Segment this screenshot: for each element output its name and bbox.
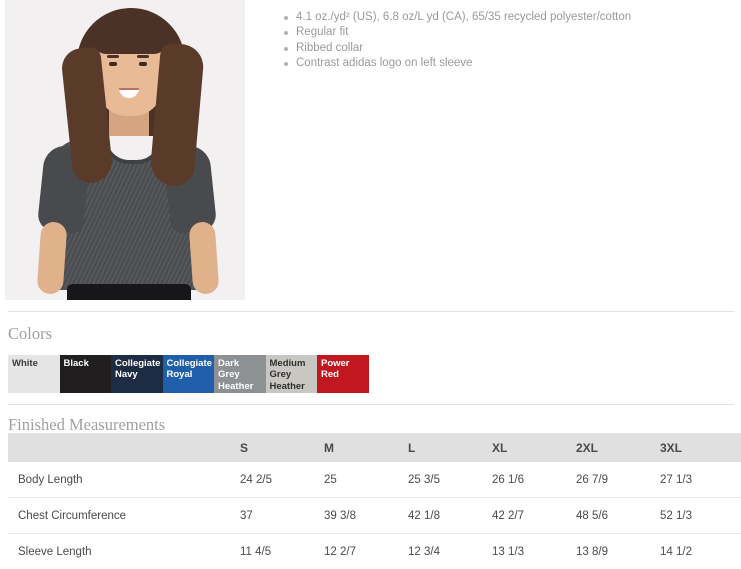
- feature-text: Contrast adidas logo on left sleeve: [296, 57, 472, 69]
- model-arm-left: [37, 221, 68, 295]
- color-swatch-row: White Black Collegiate Navy Collegiate Roya…: [8, 355, 369, 393]
- product-image[interactable]: [5, 0, 245, 300]
- table-col-header-size: M: [324, 433, 408, 462]
- colors-section-divider: [8, 311, 734, 312]
- feature-text: Ribbed collar: [296, 42, 363, 54]
- bullet-icon: [284, 31, 288, 35]
- measurement-value: 42 2/7: [492, 498, 576, 534]
- model-eyebrow-left: [107, 55, 119, 58]
- measurement-value: 27 1/3: [660, 462, 741, 498]
- color-swatch[interactable]: Black: [60, 355, 112, 393]
- color-swatch[interactable]: Collegiate Navy: [111, 355, 163, 393]
- measurement-value: 39 3/8: [324, 498, 408, 534]
- color-swatch-label: Medium Grey Heather: [270, 358, 306, 392]
- table-col-header-blank: [8, 433, 240, 462]
- measurement-row-label: Chest Circumference: [8, 498, 240, 534]
- table-col-header-size: S: [240, 433, 324, 462]
- measurement-value: 25: [324, 462, 408, 498]
- model-pants: [67, 284, 191, 300]
- measurement-value: 26 1/6: [492, 462, 576, 498]
- color-swatch[interactable]: Collegiate Royal: [163, 355, 215, 393]
- measurement-value: 48 5/6: [576, 498, 660, 534]
- color-swatch-label: Black: [64, 358, 89, 369]
- measurement-value: 25 3/5: [408, 462, 492, 498]
- measurement-value: 42 1/8: [408, 498, 492, 534]
- table-col-header-size: L: [408, 433, 492, 462]
- model-eye-left: [109, 62, 117, 66]
- color-swatch[interactable]: Power Red: [317, 355, 369, 393]
- table-col-header-size: XL: [492, 433, 576, 462]
- color-swatch-label: Power Red: [321, 358, 350, 380]
- measurement-value: 37: [240, 498, 324, 534]
- feature-text: 4.1 oz./yd² (US), 6.8 oz/L yd (CA), 65/3…: [296, 11, 631, 23]
- color-swatch[interactable]: Medium Grey Heather: [266, 355, 318, 393]
- table-col-header-size: 3XL: [660, 433, 741, 462]
- color-swatch-label: Collegiate Navy: [115, 358, 160, 380]
- measurement-value: 26 7/9: [576, 462, 660, 498]
- measurement-row-label: Body Length: [8, 462, 240, 498]
- table-col-header-size: 2XL: [576, 433, 660, 462]
- measurement-value: 52 1/3: [660, 498, 741, 534]
- model-eyebrow-right: [137, 55, 149, 58]
- measurements-heading: Finished Measurements: [8, 415, 165, 435]
- feature-item: Regular fit: [283, 25, 733, 40]
- color-swatch-label: Collegiate Royal: [167, 358, 212, 380]
- color-swatch-label: Dark Grey Heather: [218, 358, 253, 392]
- bullet-icon: [284, 47, 288, 51]
- feature-item: Contrast adidas logo on left sleeve: [283, 56, 733, 71]
- product-overview-section: 4.1 oz./yd² (US), 6.8 oz/L yd (CA), 65/3…: [0, 0, 741, 303]
- color-swatch-label: White: [12, 358, 38, 369]
- product-feature-list: 4.1 oz./yd² (US), 6.8 oz/L yd (CA), 65/3…: [283, 10, 733, 72]
- measurement-value: 24 2/5: [240, 462, 324, 498]
- feature-text: Regular fit: [296, 26, 348, 38]
- model-arm-right: [189, 221, 220, 295]
- bullet-icon: [284, 62, 288, 66]
- feature-item: Ribbed collar: [283, 41, 733, 56]
- measurements-section-divider: [8, 404, 734, 405]
- color-swatch[interactable]: White: [8, 355, 60, 393]
- colors-heading: Colors: [8, 324, 52, 344]
- bullet-icon: [284, 16, 288, 20]
- model-eye-right: [139, 62, 147, 66]
- color-swatch[interactable]: Dark Grey Heather: [214, 355, 266, 393]
- model-hair-fringe: [93, 20, 167, 54]
- feature-item: 4.1 oz./yd² (US), 6.8 oz/L yd (CA), 65/3…: [283, 10, 733, 25]
